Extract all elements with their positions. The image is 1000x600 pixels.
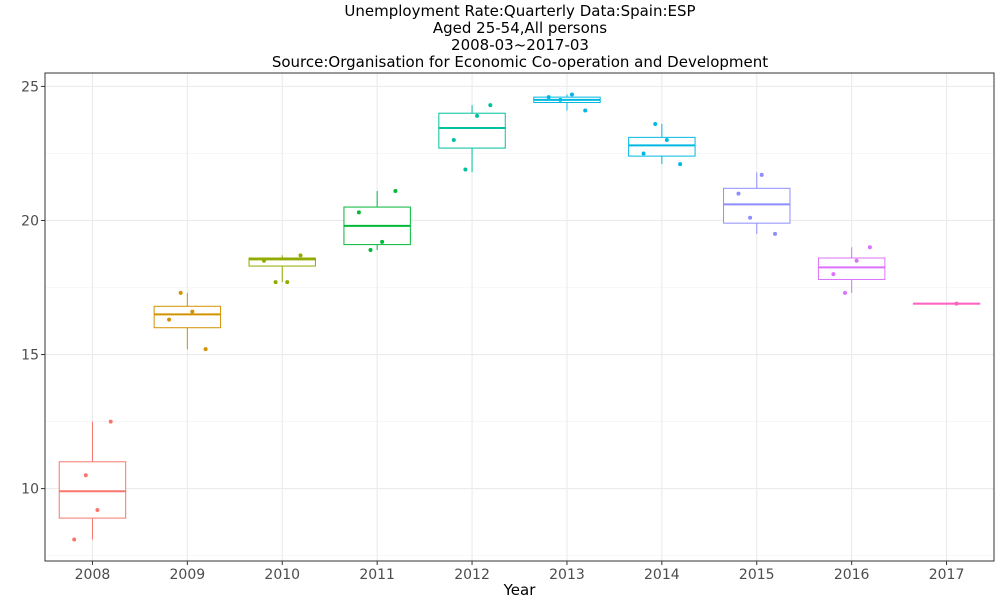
data-point-2014 [678, 162, 683, 167]
data-point-2008 [72, 537, 77, 542]
x-tick-label: 2008 [75, 567, 111, 583]
data-point-2009 [178, 290, 183, 295]
data-point-2015 [736, 191, 741, 196]
data-point-2014 [653, 121, 658, 126]
x-tick-label: 2013 [549, 567, 585, 583]
data-point-2012 [488, 103, 493, 108]
data-point-2015 [748, 215, 753, 220]
data-point-2013 [546, 95, 551, 100]
data-point-2010 [285, 280, 290, 285]
box-2015 [723, 187, 791, 224]
data-point-2014 [664, 138, 669, 143]
data-point-2009 [167, 317, 172, 322]
data-point-2016 [854, 258, 859, 263]
data-point-2013 [558, 97, 563, 102]
x-tick-label: 2017 [929, 567, 965, 583]
data-point-2011 [368, 247, 373, 252]
x-tick-label: 2009 [170, 567, 206, 583]
x-tick-label: 2015 [739, 567, 775, 583]
data-point-2015 [773, 231, 778, 236]
data-point-2016 [867, 245, 872, 250]
y-tick-label: 10 [21, 482, 39, 498]
box-2016 [817, 257, 886, 280]
data-point-2010 [261, 258, 266, 263]
data-point-2009 [203, 347, 208, 352]
chart-subtitle-period: 2008-03~2017-03 [451, 36, 589, 54]
axes: 10 15 20 25 2008 2009 2010 2011 2012 2013 2014 2015… [21, 79, 964, 583]
chart-title: Unemployment Rate:Quarterly Data:Spain:E… [344, 2, 696, 20]
y-tick-label: 25 [21, 79, 39, 95]
data-point-2011 [380, 239, 385, 244]
data-point-2012 [463, 167, 468, 172]
grid [45, 73, 994, 561]
x-tick-label: 2010 [264, 567, 300, 583]
chart-subtitle-source: Source:Organisation for Economic Co-oper… [271, 53, 769, 71]
y-tick-label: 20 [21, 213, 39, 229]
x-tick-label: 2016 [834, 567, 870, 583]
data-point-2016 [843, 290, 848, 295]
box-2009 [153, 305, 222, 329]
data-point-2013 [569, 92, 574, 97]
box-2010 [248, 257, 316, 267]
chart-subtitle-age: Aged 25-54,All persons [432, 19, 608, 37]
box-2012 [438, 112, 506, 149]
points [72, 92, 959, 542]
data-point-2016 [831, 272, 836, 277]
data-point-2009 [190, 309, 195, 314]
x-tick-label: 2014 [644, 567, 680, 583]
panel-border [44, 72, 995, 562]
boxes [58, 94, 981, 540]
data-point-2010 [298, 253, 303, 258]
data-point-2012 [475, 113, 480, 118]
data-point-2011 [356, 210, 361, 215]
data-point-2014 [641, 151, 646, 156]
data-point-2011 [393, 188, 398, 193]
x-tick-label: 2012 [454, 567, 490, 583]
y-tick-label: 15 [21, 348, 39, 364]
data-point-2008 [108, 419, 113, 424]
x-tick-label: 2011 [359, 567, 395, 583]
data-point-2008 [95, 508, 100, 513]
box-2014 [628, 136, 696, 157]
data-point-2008 [83, 473, 88, 478]
data-point-2013 [583, 108, 588, 113]
box-2008 [58, 461, 127, 519]
data-point-2010 [273, 280, 278, 285]
x-axis-title: Year [503, 581, 537, 599]
chart-title-block: Unemployment Rate:Quarterly Data:Spain:E… [0, 3, 1000, 71]
data-point-2017 [954, 301, 959, 306]
data-point-2012 [451, 138, 456, 143]
data-point-2015 [759, 172, 764, 177]
